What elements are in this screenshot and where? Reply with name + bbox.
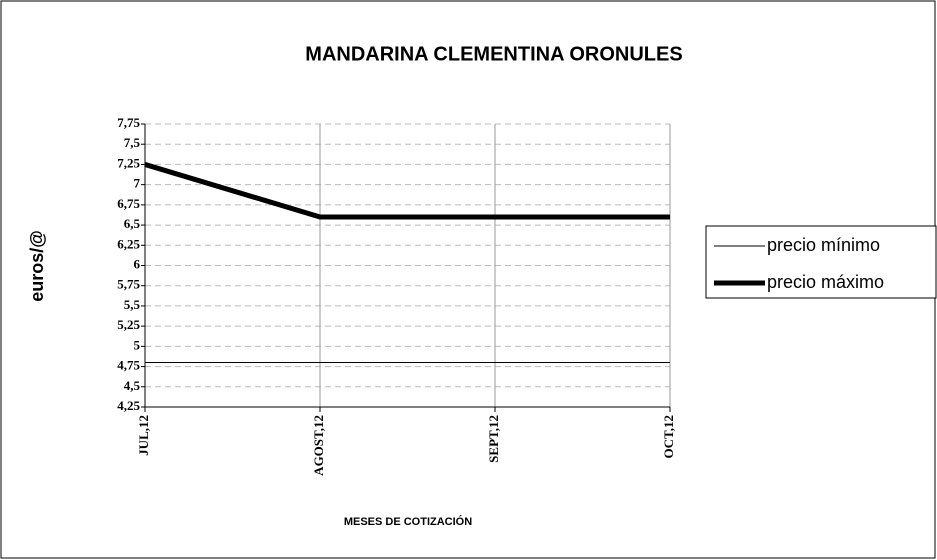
y-axis-label: euros/@	[27, 230, 47, 302]
legend-label: precio mínimo	[767, 235, 880, 255]
y-tick-label: 4,25	[117, 398, 140, 413]
y-tick-label: 5,75	[117, 277, 140, 292]
x-axis-label: MESES DE COTIZACIÓN	[344, 515, 472, 528]
chart-title: MANDARINA CLEMENTINA ORONULES	[305, 43, 682, 65]
series-line	[144, 162, 670, 220]
y-tick-label: 5,25	[117, 317, 140, 332]
x-tick-label: OCT,12	[661, 415, 676, 458]
y-tick-label: 6,25	[117, 236, 140, 251]
y-tick-label: 4,5	[124, 378, 141, 393]
legend-box	[705, 225, 937, 299]
y-tick-label: 6	[134, 256, 141, 271]
y-tick-label: 7	[134, 176, 141, 191]
y-tick-label: 7,75	[117, 115, 140, 130]
y-tick-label: 4,75	[117, 358, 140, 373]
x-tick-label: AGOST,12	[311, 415, 326, 476]
x-tick-label: SEPT,12	[486, 415, 501, 463]
y-tick-label: 7,25	[117, 155, 140, 170]
x-tick-label: JUL,12	[136, 415, 151, 456]
y-tick-label: 6,75	[117, 196, 140, 211]
y-tick-label: 5	[134, 337, 141, 352]
y-tick-label: 7,5	[124, 135, 141, 150]
y-tick-label: 5,5	[124, 297, 141, 312]
legend-label: precio máximo	[767, 272, 884, 292]
y-tick-label: 6,5	[124, 216, 141, 231]
